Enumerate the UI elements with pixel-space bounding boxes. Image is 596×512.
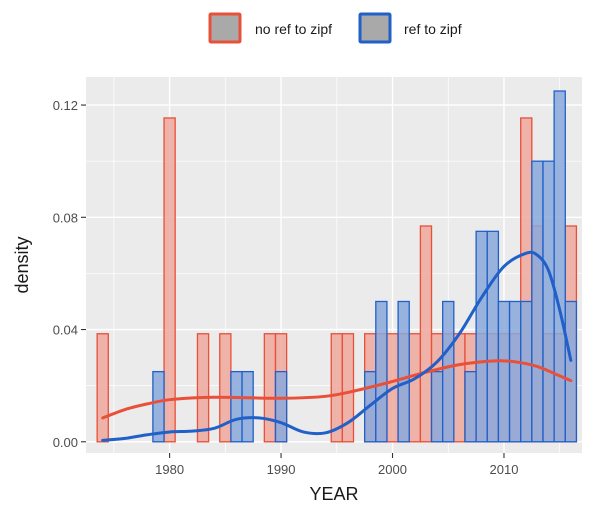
histogram-bar [408,333,422,443]
histogram-bar [163,117,176,443]
histogram-bar [453,333,466,443]
density-curve-ref-to-zipf [101,250,573,442]
legend: no ref to zipf ref to zipf [208,12,462,44]
y-tick-label: 0.00 [53,435,78,450]
histogram-bar [263,333,277,443]
density-curve-no-ref-to-zipf [101,359,573,420]
histogram-bar [508,300,522,443]
histogram-bar [241,370,254,443]
histogram-bar [274,370,288,443]
histogram-bar [96,333,109,443]
histogram-bar [542,160,555,443]
histogram-bar [419,225,433,443]
histogram-bar [430,370,444,443]
histogram-bar [553,90,566,443]
legend-key-no-ref-to-zipf [208,12,242,44]
histogram-bar [497,300,511,443]
histogram-bar [475,230,488,443]
histogram-bar [397,300,410,443]
histogram-bar [152,370,165,443]
x-tick-label: 1980 [155,462,184,477]
histogram-bar [520,300,533,443]
histogram-bar [464,370,477,443]
legend-key-ref-to-zipf [358,12,392,44]
bars-ref-to-zipf [152,90,578,443]
y-axis-label: density [12,236,32,293]
histogram-bar [486,230,500,443]
histogram-bar [196,333,210,443]
density-curves [101,250,573,442]
legend-label-no-ref-to-zipf: no ref to zipf [255,21,332,37]
x-tick-label: 2000 [378,462,407,477]
histogram-bar [375,300,388,443]
x-tick-label: 2010 [490,462,519,477]
x-axis-label: YEAR [309,484,358,504]
y-tick-label: 0.08 [53,210,78,225]
histogram-bar [564,300,578,443]
histogram-bar [531,160,544,443]
histogram-bar [341,333,355,443]
legend-label-ref-to-zipf: ref to zipf [404,21,462,37]
histogram-bar [230,370,243,443]
x-tick-label: 1990 [267,462,296,477]
axes: 0.00 0.04 0.08 0.12 1980 1990 2000 2010 [53,98,519,477]
y-tick-label: 0.12 [53,98,78,113]
y-tick-label: 0.04 [53,323,78,338]
histogram-bar [442,300,455,443]
